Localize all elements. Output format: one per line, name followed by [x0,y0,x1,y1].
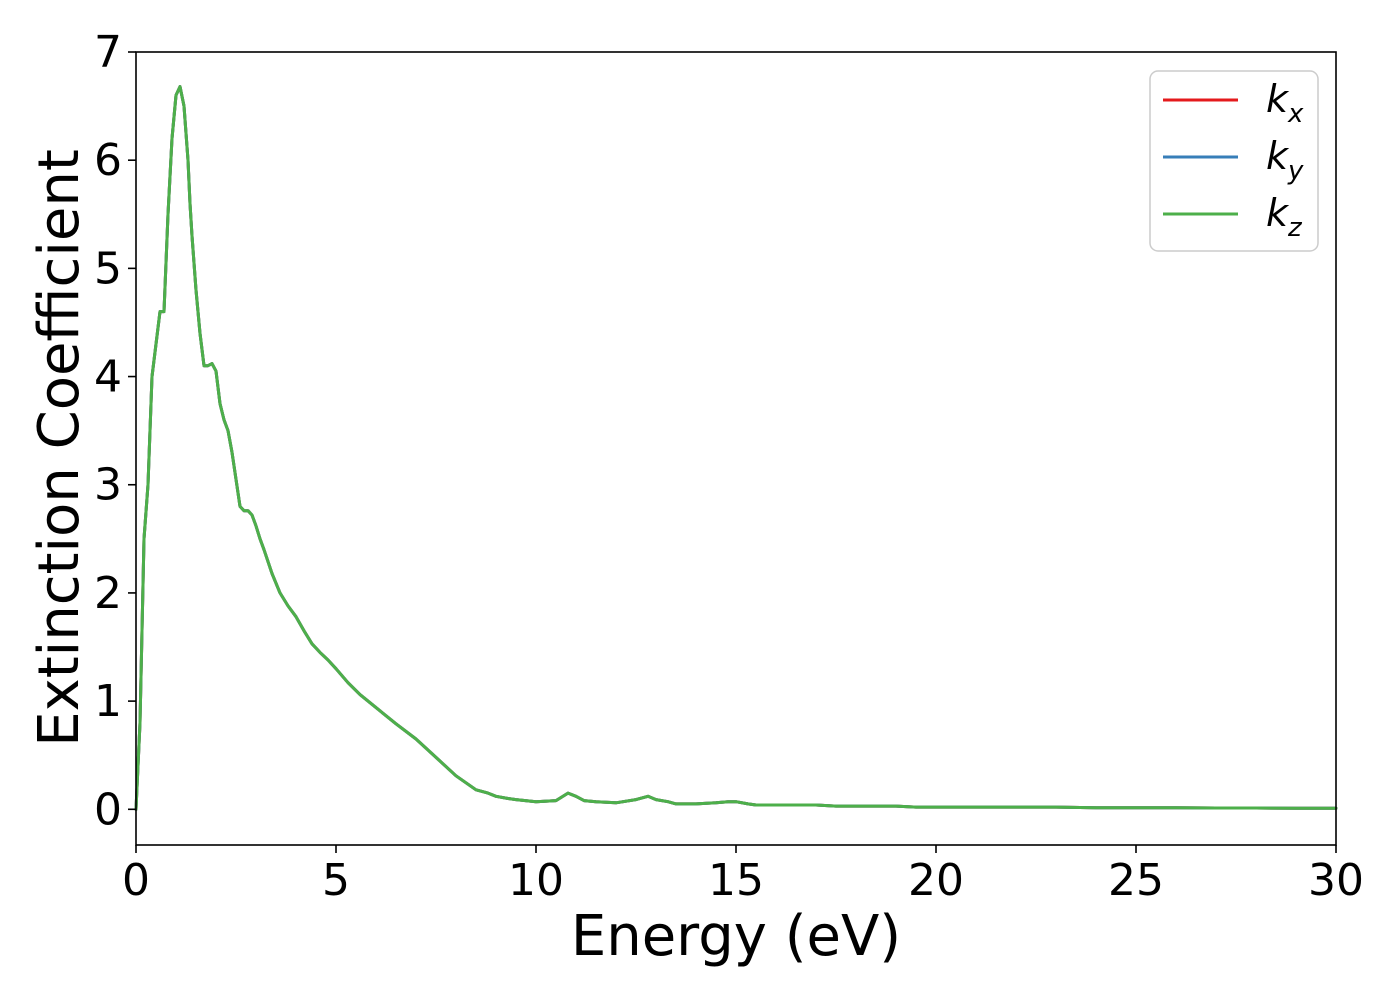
x-tick-label: 5 [322,855,350,906]
y-tick-label: 0 [94,784,122,835]
x-tick-label: 25 [1108,855,1164,906]
y-tick-label: 7 [94,27,122,78]
plot-area [136,52,1336,845]
x-axis-ticks: 0 5 10 15 20 25 30 [122,845,1364,906]
y-tick-label: 1 [94,676,122,727]
legend-label-ky: ky [1266,134,1304,186]
y-tick-label: 5 [94,243,122,294]
series-layer [134,85,1338,811]
y-tick-label: 2 [94,568,122,619]
y-tick-label: 3 [94,460,122,511]
y-tick-label: 4 [94,352,122,403]
series-line-kz [134,85,1338,811]
legend-box [1149,70,1319,252]
x-axis-title: Energy (eV) [571,904,901,969]
y-axis-title: Extinction Coefficient [27,149,92,747]
x-tick-label: 10 [508,855,564,906]
y-tick-label: 6 [94,135,122,186]
x-tick-label: 30 [1308,855,1364,906]
y-axis-ticks: 0 1 2 3 4 5 6 7 [94,27,136,835]
legend-label-kx: kx [1266,77,1304,129]
x-tick-label: 20 [908,855,964,906]
x-tick-label: 15 [708,855,764,906]
x-tick-label: 0 [122,855,150,906]
legend-label-kz: kz [1266,191,1303,243]
